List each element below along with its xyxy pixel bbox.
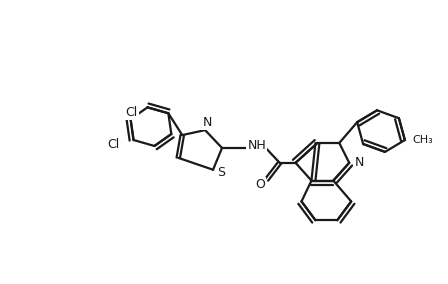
Text: NH: NH	[247, 139, 266, 153]
Text: S: S	[217, 166, 225, 179]
Text: Cl: Cl	[108, 139, 120, 151]
Text: CH₃: CH₃	[413, 135, 433, 145]
Text: N: N	[202, 116, 212, 129]
Text: N: N	[354, 156, 364, 169]
Text: Cl: Cl	[125, 106, 138, 119]
Text: O: O	[255, 178, 265, 191]
